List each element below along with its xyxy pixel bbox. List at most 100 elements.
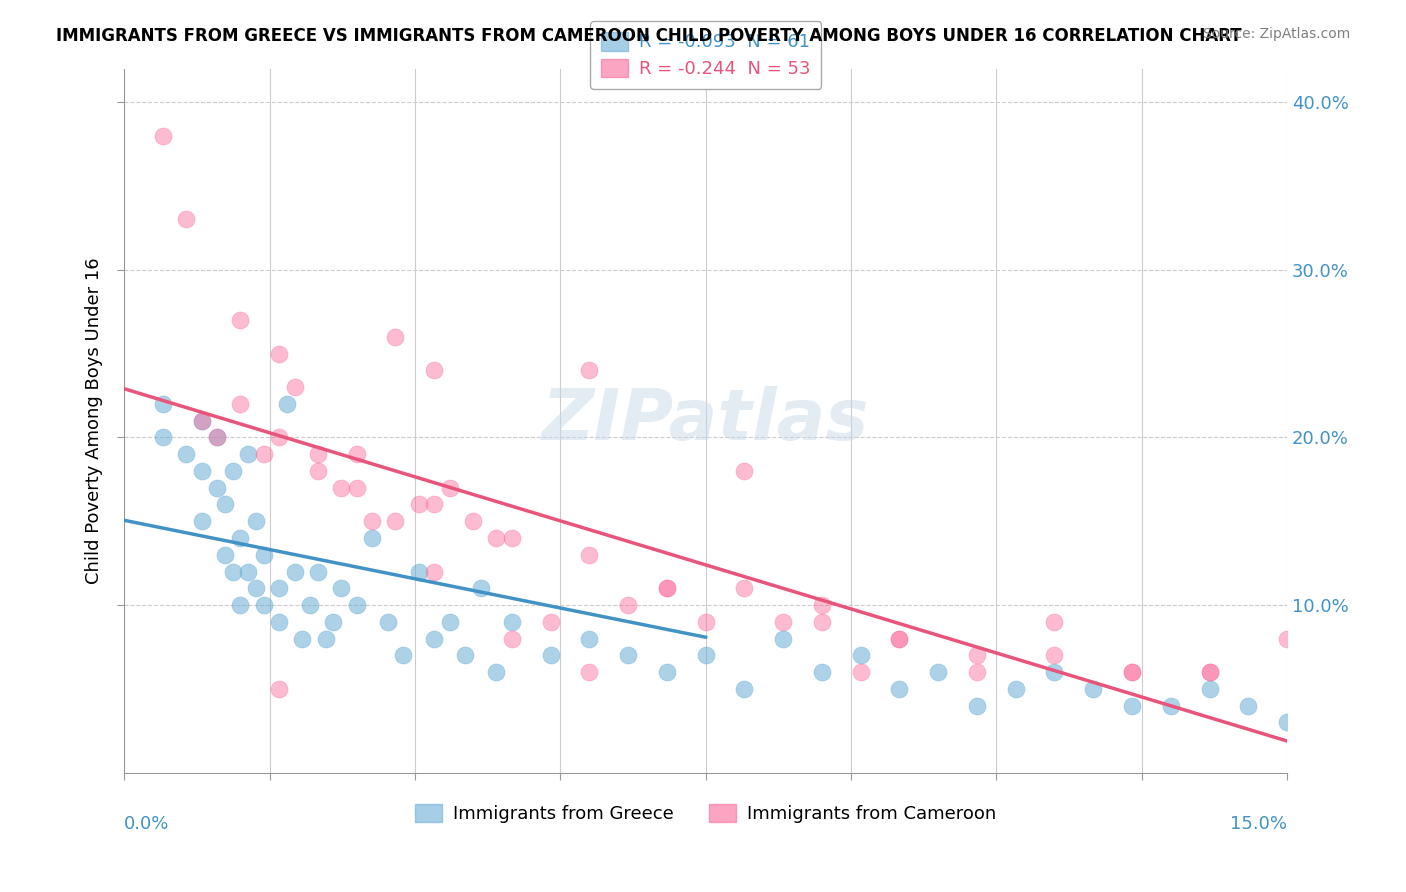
Point (205, 430, 228, 444)
Point (1043, 615, 1066, 629)
Point (205, 481, 228, 495)
Point (733, 681, 755, 696)
Point (299, 598, 322, 612)
Point (190, 464, 212, 478)
Point (190, 414, 212, 428)
Point (849, 648, 872, 663)
Point (361, 531, 384, 545)
Point (1160, 698, 1182, 713)
Point (269, 582, 291, 596)
Point (540, 648, 562, 663)
Point (470, 582, 492, 596)
Point (1083, 681, 1105, 696)
Point (695, 615, 717, 629)
Point (578, 632, 600, 646)
Point (501, 531, 523, 545)
Point (1121, 698, 1143, 713)
Point (733, 582, 755, 596)
Point (811, 615, 834, 629)
Point (439, 481, 461, 495)
Point (214, 548, 236, 562)
Point (384, 330, 406, 344)
Point (392, 648, 415, 663)
Point (501, 632, 523, 646)
Point (307, 565, 329, 579)
Point (578, 665, 600, 680)
Point (238, 565, 260, 579)
Text: ZIPatlas: ZIPatlas (541, 386, 869, 455)
Point (152, 128, 174, 143)
Point (346, 481, 368, 495)
Point (408, 498, 430, 512)
Point (966, 698, 988, 713)
Point (221, 464, 243, 478)
Point (307, 447, 329, 461)
Point (540, 615, 562, 629)
Point (461, 514, 484, 528)
Point (330, 481, 353, 495)
Point (966, 648, 988, 663)
Point (578, 363, 600, 377)
Point (485, 665, 508, 680)
Text: 15.0%: 15.0% (1230, 815, 1286, 833)
Point (1043, 665, 1066, 680)
Point (423, 632, 446, 646)
Point (346, 598, 368, 612)
Point (229, 598, 252, 612)
Point (276, 397, 298, 411)
Point (245, 514, 267, 528)
Point (229, 397, 252, 411)
Point (733, 464, 755, 478)
Point (772, 615, 794, 629)
Text: Source: ZipAtlas.com: Source: ZipAtlas.com (1202, 27, 1350, 41)
Point (229, 531, 252, 545)
Point (377, 615, 399, 629)
Point (485, 531, 508, 545)
Point (205, 430, 228, 444)
Point (152, 430, 174, 444)
Point (889, 632, 911, 646)
Point (1198, 681, 1220, 696)
Point (655, 582, 678, 596)
Point (578, 548, 600, 562)
Point (1004, 681, 1026, 696)
Point (284, 565, 307, 579)
Point (315, 632, 337, 646)
Point (617, 648, 640, 663)
Point (1237, 698, 1260, 713)
Text: IMMIGRANTS FROM GREECE VS IMMIGRANTS FROM CAMEROON CHILD POVERTY AMONG BOYS UNDE: IMMIGRANTS FROM GREECE VS IMMIGRANTS FRO… (56, 27, 1241, 45)
Point (322, 615, 344, 629)
Point (423, 363, 446, 377)
Point (655, 582, 678, 596)
Point (454, 648, 477, 663)
Point (361, 514, 384, 528)
Text: 0.0%: 0.0% (124, 815, 170, 833)
Point (253, 548, 276, 562)
Point (174, 212, 197, 227)
Point (501, 615, 523, 629)
Legend: Immigrants from Greece, Immigrants from Cameroon: Immigrants from Greece, Immigrants from … (404, 793, 1008, 834)
Point (1121, 665, 1143, 680)
Point (330, 582, 353, 596)
Point (1121, 665, 1143, 680)
Point (221, 565, 243, 579)
Point (772, 632, 794, 646)
Point (1043, 648, 1066, 663)
Point (439, 615, 461, 629)
Point (214, 498, 236, 512)
Point (1275, 715, 1298, 730)
Point (269, 430, 291, 444)
Point (190, 514, 212, 528)
Point (423, 498, 446, 512)
Point (966, 665, 988, 680)
Point (245, 582, 267, 596)
Point (253, 598, 276, 612)
Point (174, 447, 197, 461)
Point (617, 598, 640, 612)
Point (849, 665, 872, 680)
Y-axis label: Child Poverty Among Boys Under 16: Child Poverty Among Boys Under 16 (86, 257, 103, 584)
Point (291, 632, 314, 646)
Point (238, 447, 260, 461)
Point (384, 514, 406, 528)
Point (927, 665, 949, 680)
